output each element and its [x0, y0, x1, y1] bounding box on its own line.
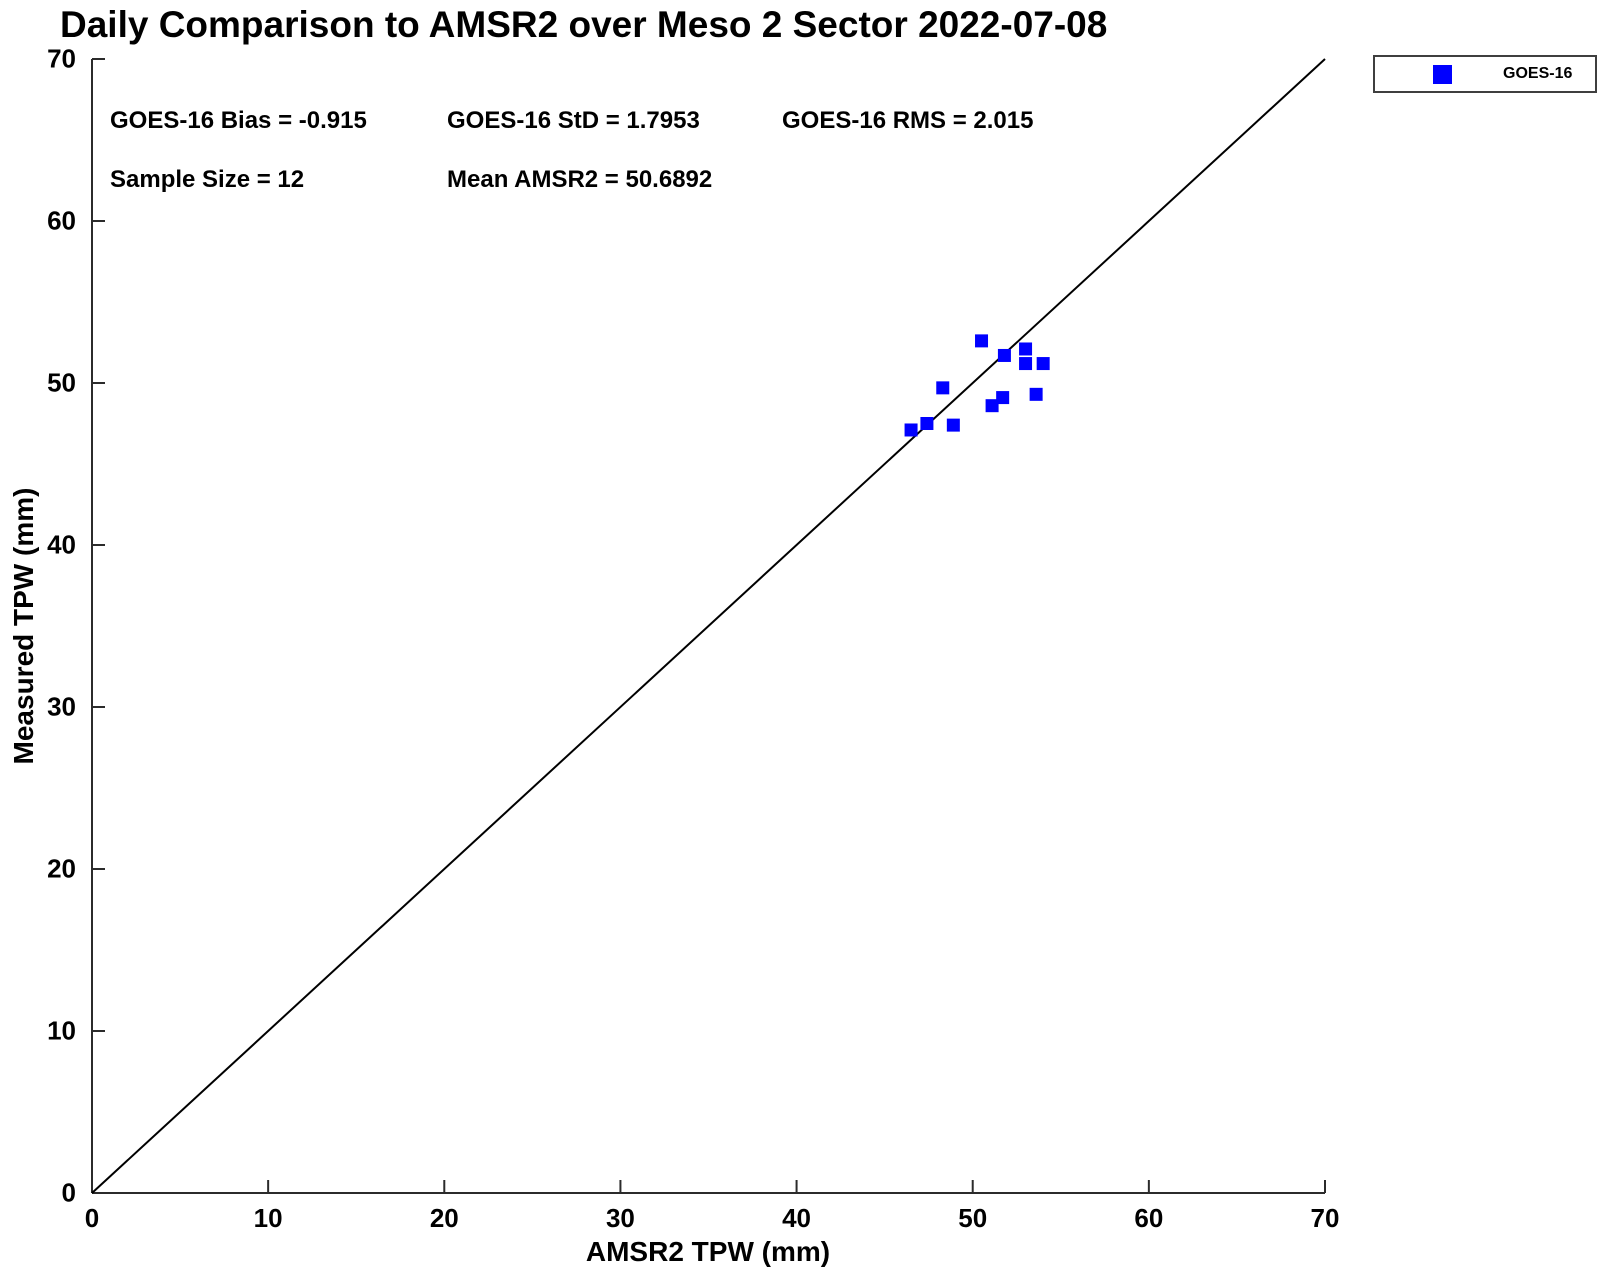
- scatter-point: [997, 348, 1011, 362]
- scatter-point: [904, 423, 918, 437]
- scatter-point: [1036, 357, 1050, 371]
- y-tick-label: 70: [47, 43, 76, 74]
- stat-bias: GOES-16 Bias = -0.915: [110, 107, 367, 134]
- chart-title: Daily Comparison to AMSR2 over Meso 2 Se…: [60, 4, 1108, 45]
- x-tick-label: 10: [253, 1203, 283, 1233]
- x-tick-label: 60: [1134, 1203, 1164, 1233]
- x-tick-label: 70: [1310, 1203, 1340, 1233]
- x-tick-label: 20: [429, 1203, 459, 1233]
- y-tick-label: 10: [47, 1015, 76, 1046]
- y-tick-label: 0: [61, 1177, 76, 1208]
- legend: GOES-16: [1373, 55, 1597, 93]
- scatter-point: [1029, 387, 1043, 401]
- y-tick-label: 60: [47, 205, 76, 236]
- scatter-point: [996, 391, 1010, 405]
- y-tick-label: 20: [47, 853, 76, 884]
- y-tick-label: 50: [47, 367, 76, 398]
- stat-std: GOES-16 StD = 1.7953: [447, 107, 700, 134]
- plot-area: GOES-16 Bias = -0.915 GOES-16 StD = 1.79…: [91, 58, 1326, 1194]
- scatter-point: [1019, 342, 1033, 356]
- x-tick-label: 0: [84, 1203, 100, 1233]
- legend-label: GOES-16: [1503, 65, 1573, 82]
- x-tick-label: 30: [605, 1203, 635, 1233]
- scatter-point: [985, 399, 999, 413]
- plot-canvas: [91, 58, 1326, 1194]
- x-axis-label: AMSR2 TPW (mm): [585, 1236, 831, 1267]
- legend-marker-square: [1433, 64, 1452, 84]
- stat-rms: GOES-16 RMS = 2.015: [782, 107, 1034, 134]
- x-tick-label: 40: [782, 1203, 812, 1233]
- stat-sample-size: Sample Size = 12: [110, 166, 305, 193]
- scatter-point: [936, 381, 950, 395]
- scatter-point: [920, 417, 934, 430]
- y-tick-label: 30: [47, 691, 76, 722]
- y-tick-label: 40: [47, 529, 76, 560]
- stat-mean-amsr2: Mean AMSR2 = 50.6892: [447, 166, 713, 193]
- y-axis-label: Measured TPW (mm): [8, 487, 39, 765]
- scatter-point: [946, 418, 960, 432]
- scatter-point: [975, 334, 989, 348]
- x-tick-label: 50: [958, 1203, 988, 1233]
- scatter-point: [1019, 357, 1033, 371]
- one-to-one-line: [91, 58, 1326, 1194]
